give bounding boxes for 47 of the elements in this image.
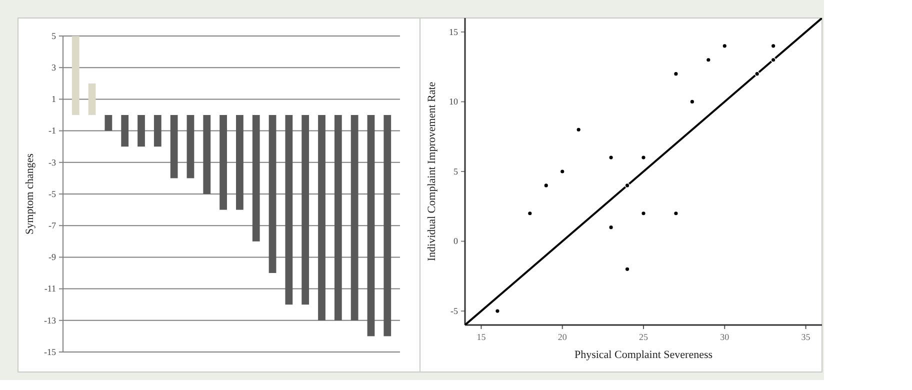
y-tick-label: 5 <box>454 166 458 176</box>
y-axis-title: Individual Complaint Improvement Rate <box>426 82 438 262</box>
y-tick-label: -7 <box>48 220 56 230</box>
y-tick-label: 0 <box>454 236 458 246</box>
bar <box>318 115 326 320</box>
bar <box>384 115 392 336</box>
x-tick-label: 35 <box>801 332 811 342</box>
y-tick-label: -13 <box>44 315 56 326</box>
y-tick-label: 15 <box>449 26 458 37</box>
bar <box>186 115 194 178</box>
bar <box>220 115 227 210</box>
x-tick-label: 15 <box>476 332 486 342</box>
point <box>624 182 630 188</box>
x-tick-label: 30 <box>720 332 730 342</box>
point <box>770 57 776 62</box>
bar <box>302 115 310 305</box>
bar <box>367 115 375 336</box>
bar <box>104 115 112 131</box>
bar <box>138 115 145 147</box>
y-tick-label: -1 <box>48 126 56 136</box>
bar <box>72 36 80 115</box>
y-tick-label: -3 <box>48 157 56 168</box>
bar <box>236 115 244 210</box>
bar <box>154 115 162 147</box>
y-tick-label: -5 <box>48 188 56 199</box>
y-tick-label: 3 <box>52 62 56 72</box>
x-axis-title: Physical Complaint Severeness <box>574 349 713 361</box>
y-tick-label: 10 <box>449 96 458 107</box>
bar <box>203 115 211 194</box>
y-tick-label: -15 <box>44 346 56 357</box>
y-tick-label: -5 <box>450 306 458 316</box>
bar <box>88 83 96 115</box>
bar <box>252 115 260 242</box>
bar <box>285 115 293 305</box>
y-tick-label: 5 <box>52 30 56 41</box>
bar <box>268 115 276 273</box>
y-tick-label: 1 <box>52 94 56 104</box>
bar <box>334 115 342 320</box>
point <box>754 71 760 76</box>
bar <box>350 115 358 320</box>
y-axis-title: Symptom changes <box>24 154 36 234</box>
x-tick-label: 20 <box>558 332 568 342</box>
bar <box>121 115 129 147</box>
y-tick-label: -11 <box>44 284 56 294</box>
bar <box>170 115 178 178</box>
y-tick-label: -9 <box>48 252 56 262</box>
x-tick-label: 25 <box>639 332 648 342</box>
